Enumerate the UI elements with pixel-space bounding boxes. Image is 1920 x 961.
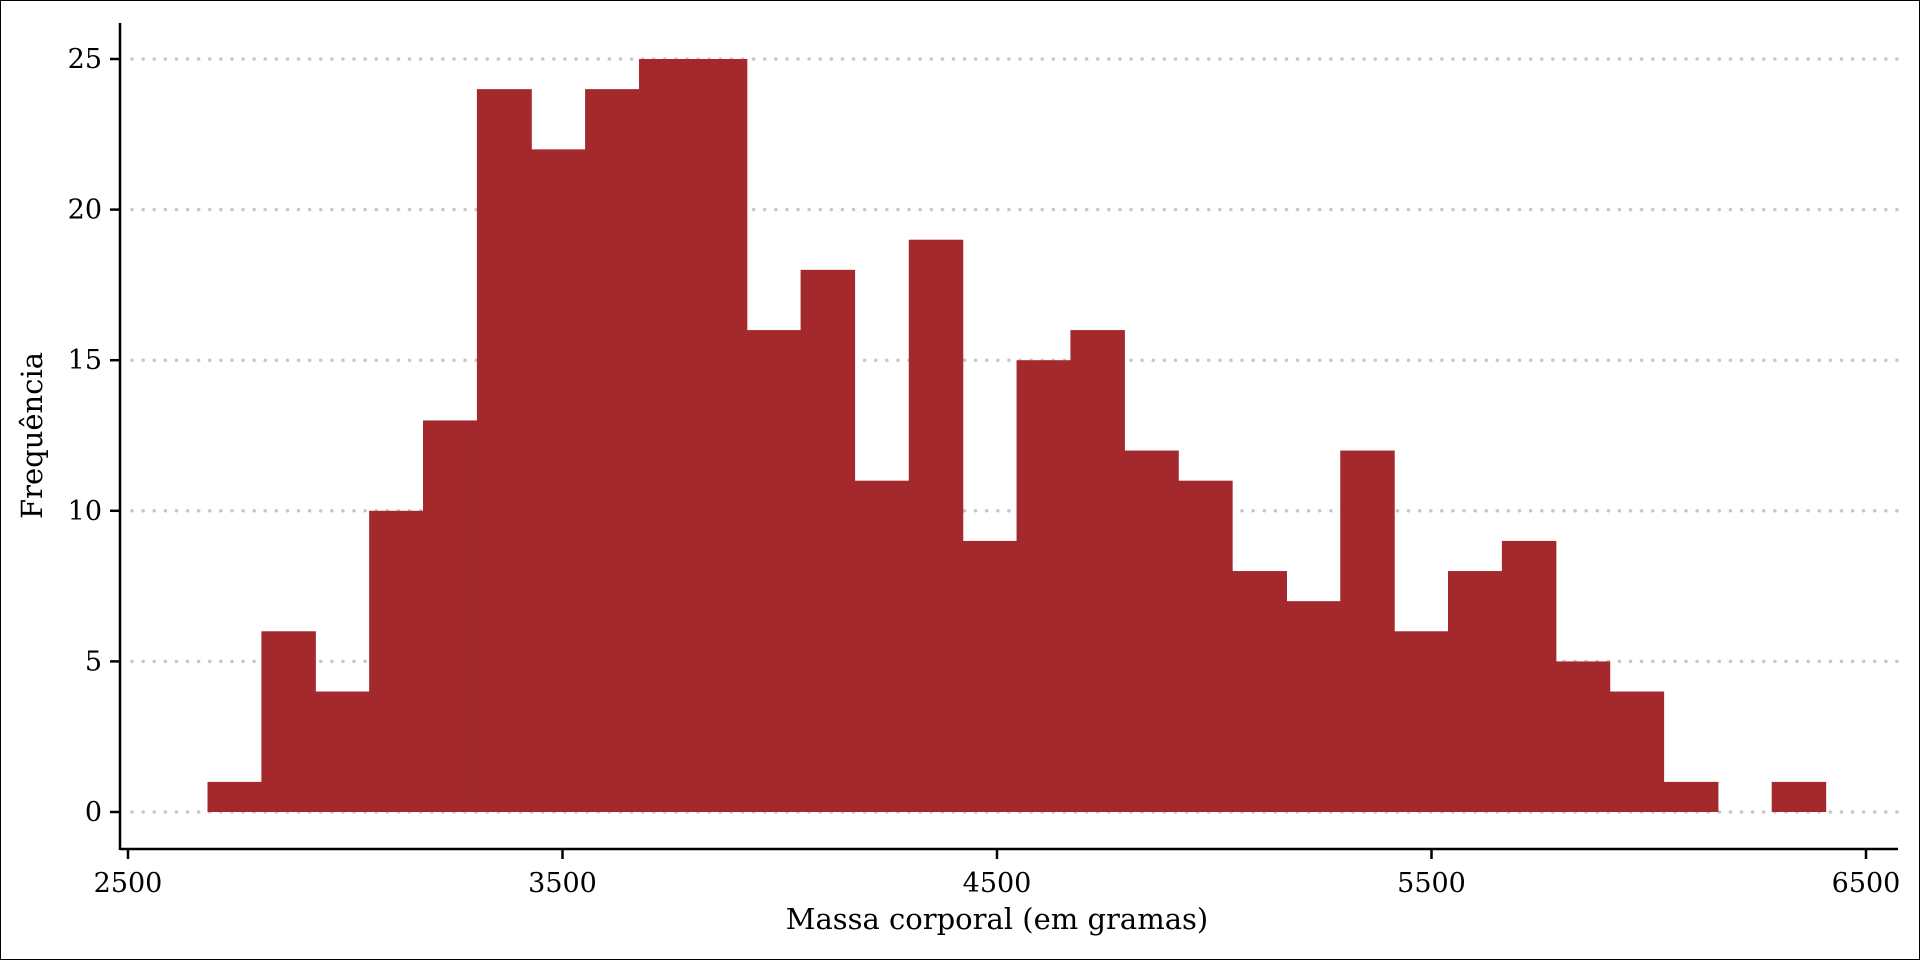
axes bbox=[118, 23, 1898, 851]
x-tick-label: 3500 bbox=[528, 868, 597, 899]
histogram-bar bbox=[1232, 571, 1287, 812]
histogram-bar bbox=[800, 269, 856, 813]
histogram-bar bbox=[261, 631, 316, 812]
x-tick-label: 2500 bbox=[94, 868, 163, 899]
x-tick-label: 4500 bbox=[963, 868, 1032, 899]
histogram-bar bbox=[1663, 781, 1719, 812]
histogram-bar bbox=[908, 239, 964, 813]
y-tick-label: 10 bbox=[68, 496, 102, 527]
histogram-bar bbox=[1178, 480, 1233, 812]
histogram-bar bbox=[854, 480, 910, 812]
histogram-bar bbox=[476, 89, 532, 813]
histogram-bar bbox=[1394, 631, 1449, 812]
histogram-bar bbox=[1016, 360, 1072, 812]
histogram-bar bbox=[1124, 450, 1179, 812]
histogram-bar bbox=[638, 59, 694, 812]
y-tick-label: 5 bbox=[85, 646, 102, 677]
y-tick-label: 25 bbox=[68, 44, 102, 75]
y-tick-label: 0 bbox=[85, 797, 102, 828]
histogram-bar bbox=[962, 540, 1018, 812]
histogram-bar bbox=[746, 330, 802, 812]
x-axis-ticks: 2500 3500 4500 5500 6500 bbox=[94, 849, 1901, 899]
x-tick-label: 6500 bbox=[1832, 868, 1901, 899]
histogram-bar bbox=[315, 691, 370, 812]
histogram-bar bbox=[585, 89, 640, 813]
y-axis-title: Frequência bbox=[15, 352, 49, 519]
histogram-bar bbox=[1501, 540, 1557, 812]
y-axis-ticks: 0 5 10 15 20 25 bbox=[68, 44, 120, 828]
histogram-bar bbox=[1070, 330, 1125, 812]
x-axis-title: Massa corporal (em gramas) bbox=[786, 902, 1208, 936]
histogram-bar bbox=[1340, 450, 1395, 812]
histogram-bar bbox=[1555, 661, 1611, 812]
histogram-bar bbox=[207, 781, 262, 812]
histogram-bar bbox=[1286, 601, 1341, 812]
y-tick-label: 15 bbox=[68, 345, 102, 376]
y-tick-label: 20 bbox=[68, 195, 102, 226]
histogram-bar bbox=[1609, 691, 1665, 812]
histogram-bar bbox=[1771, 781, 1827, 812]
histogram-bar bbox=[1448, 571, 1503, 812]
histogram-bars bbox=[207, 59, 1827, 813]
histogram-bar bbox=[531, 149, 586, 813]
histogram-bar bbox=[423, 420, 478, 812]
histogram-bar bbox=[369, 510, 424, 812]
x-tick-label: 5500 bbox=[1397, 868, 1466, 899]
histogram-bar bbox=[692, 59, 748, 812]
